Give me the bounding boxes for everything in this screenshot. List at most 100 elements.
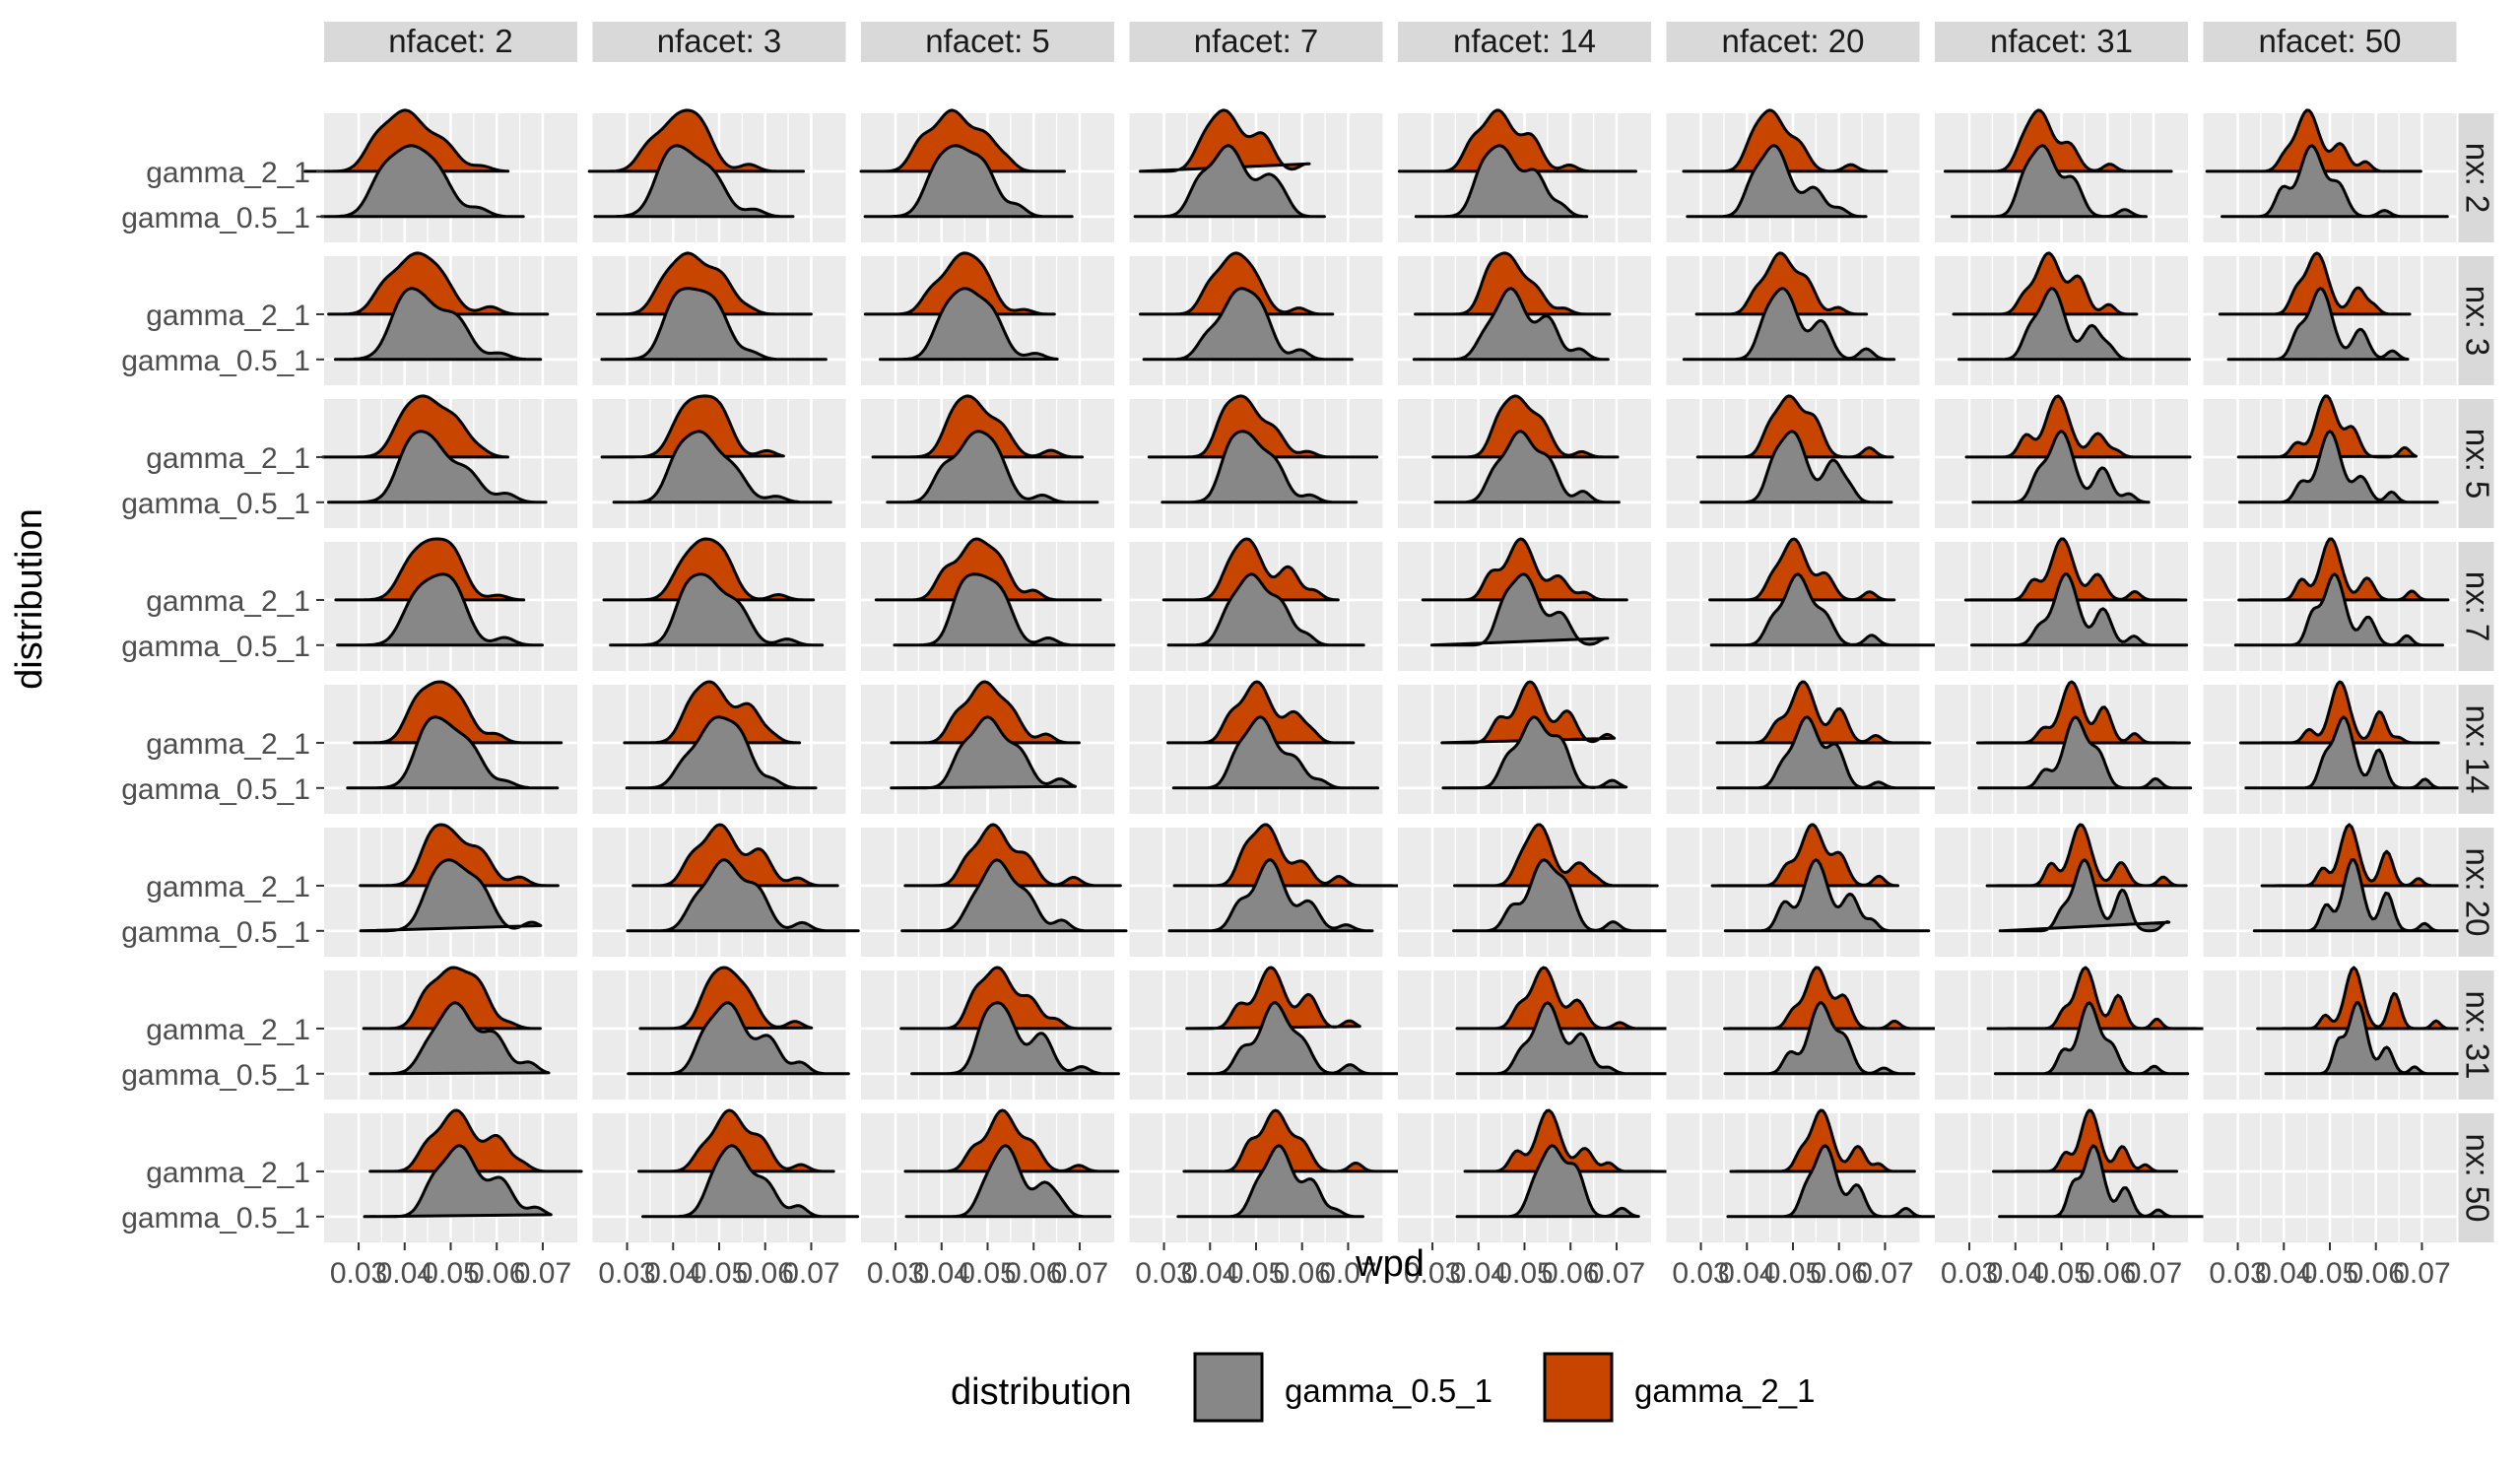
density-gamma-0.5-1 bbox=[1133, 144, 1326, 219]
density-gamma-2-1 bbox=[1963, 537, 2188, 602]
row-strip-label: nx: 3 bbox=[2460, 286, 2496, 357]
density-gamma-0.5-1 bbox=[1682, 287, 1896, 362]
x-tick-label: 0.05 bbox=[1495, 1257, 1553, 1290]
facet-panel bbox=[592, 251, 846, 385]
density-gamma-0.5-1 bbox=[368, 1001, 551, 1076]
x-tick-label: 0.07 bbox=[1051, 1257, 1108, 1290]
legend-label-gamma-2-1: gamma_2_1 bbox=[1634, 1372, 1815, 1409]
density-gamma-0.5-1 bbox=[886, 430, 1099, 504]
density-gamma-2-1 bbox=[1463, 1108, 1684, 1173]
x-tick-label: 0.06 bbox=[737, 1257, 794, 1290]
x-tick-label: 0.05 bbox=[422, 1257, 479, 1290]
facet-panel bbox=[592, 1108, 860, 1242]
row-strip-label: nx: 7 bbox=[2460, 571, 2496, 642]
legend-key-gamma-0.5-1 bbox=[1193, 1352, 1264, 1423]
density-gamma-0.5-1 bbox=[893, 572, 1116, 647]
density-gamma-2-1 bbox=[2205, 108, 2422, 173]
density-gamma-0.5-1 bbox=[1699, 430, 1893, 504]
facet-panel bbox=[1398, 823, 1670, 957]
density-gamma-0.5-1 bbox=[1970, 572, 2189, 647]
legend-key-gamma-2-1 bbox=[1543, 1352, 1614, 1423]
column-strip bbox=[1398, 22, 1651, 62]
x-tick-label: 0.04 bbox=[1181, 1257, 1238, 1290]
density-gamma-2-1 bbox=[1682, 108, 1889, 173]
facet-panel bbox=[1935, 394, 2192, 528]
density-gamma-2-1 bbox=[334, 537, 526, 602]
density-gamma-0.5-1 bbox=[1441, 715, 1628, 790]
density-gamma-0.5-1 bbox=[2237, 430, 2439, 504]
density-gamma-0.5-1 bbox=[612, 430, 832, 504]
density-gamma-2-1 bbox=[600, 394, 785, 459]
row-strip-label: nx: 31 bbox=[2460, 991, 2496, 1080]
density-gamma-0.5-1 bbox=[1433, 430, 1621, 504]
facet-panel bbox=[324, 966, 577, 1100]
density-gamma-0.5-1 bbox=[2233, 572, 2444, 647]
column-strip-label: nfacet: 50 bbox=[2259, 23, 2402, 59]
facet-panel bbox=[1129, 108, 1383, 242]
row-strip-label: nx: 14 bbox=[2460, 705, 2496, 794]
x-tick-label: 0.07 bbox=[2125, 1257, 2182, 1290]
density-gamma-2-1 bbox=[1397, 108, 1637, 173]
x-tick-label: 0.03 bbox=[1941, 1257, 1998, 1290]
density-gamma-2-1 bbox=[1952, 251, 2139, 316]
facet-panel bbox=[592, 394, 846, 528]
column-strip bbox=[324, 22, 577, 62]
legend: distribution gamma_0.5_1 gamma_2_1 bbox=[951, 1352, 1815, 1423]
x-tick-label: 0.04 bbox=[1718, 1257, 1775, 1290]
y-tick-label: gamma_2_1 bbox=[146, 157, 310, 189]
facet-panel bbox=[592, 966, 850, 1100]
density-gamma-2-1 bbox=[327, 251, 550, 316]
density-gamma-0.5-1 bbox=[1723, 1001, 1916, 1076]
density-gamma-2-1 bbox=[362, 966, 542, 1031]
density-gamma-0.5-1 bbox=[1455, 1144, 1640, 1219]
density-gamma-0.5-1 bbox=[1716, 715, 1938, 790]
legend-label-gamma-0.5-1: gamma_0.5_1 bbox=[1285, 1372, 1492, 1409]
density-gamma-0.5-1 bbox=[1709, 572, 1937, 647]
row-strip bbox=[2458, 685, 2494, 814]
density-gamma-0.5-1 bbox=[327, 430, 548, 504]
facet-panel bbox=[1129, 394, 1383, 528]
facet-panel bbox=[2203, 680, 2479, 814]
facet-panel bbox=[861, 966, 1120, 1100]
density-gamma-0.5-1 bbox=[1971, 430, 2151, 504]
facet-panel bbox=[1666, 394, 1920, 528]
row-strip bbox=[2458, 399, 2494, 528]
x-tick-label: 0.04 bbox=[1987, 1257, 2044, 1290]
y-tick-label: gamma_0.5_1 bbox=[121, 916, 310, 949]
y-tick-label: gamma_0.5_1 bbox=[121, 202, 310, 234]
density-gamma-0.5-1 bbox=[1686, 144, 1868, 219]
density-gamma-2-1 bbox=[1964, 394, 2192, 459]
facet-panel bbox=[2203, 537, 2457, 671]
facet-panel bbox=[2203, 108, 2457, 242]
column-strip bbox=[1129, 22, 1383, 62]
density-gamma-2-1 bbox=[638, 966, 814, 1031]
density-gamma-0.5-1 bbox=[2264, 1001, 2462, 1076]
facet-panel bbox=[1935, 1108, 2229, 1242]
facet-panel bbox=[1666, 823, 1931, 957]
density-gamma-2-1 bbox=[359, 823, 560, 888]
x-tick-label: 0.05 bbox=[1227, 1257, 1285, 1290]
y-axis-tick-labels: gamma_2_1 gamma_0.5_1 gamma_2_1 gamma_0.5_1… bbox=[121, 157, 324, 1235]
x-tick-label: 0.04 bbox=[913, 1257, 970, 1290]
x-tick-label: 0.03 bbox=[867, 1257, 924, 1290]
x-tick-label: 0.06 bbox=[1005, 1257, 1062, 1290]
density-gamma-2-1 bbox=[602, 537, 816, 602]
density-gamma-2-1 bbox=[2256, 966, 2471, 1031]
column-strip-label: nfacet: 7 bbox=[1194, 23, 1319, 59]
y-tick-label: gamma_0.5_1 bbox=[121, 488, 310, 520]
density-gamma-0.5-1 bbox=[363, 1144, 553, 1219]
density-gamma-2-1 bbox=[2218, 251, 2412, 316]
facet-panel bbox=[1129, 1108, 1403, 1242]
facet-panel bbox=[2203, 1113, 2457, 1242]
y-tick-label: gamma_0.5_1 bbox=[121, 631, 310, 663]
column-strip-label: nfacet: 3 bbox=[657, 23, 782, 59]
facet-panel bbox=[1935, 108, 2188, 242]
density-gamma-0.5-1 bbox=[641, 1144, 860, 1219]
y-tick-label: gamma_2_1 bbox=[146, 728, 310, 761]
x-tick-label: 0.06 bbox=[1811, 1257, 1868, 1290]
row-strip bbox=[2458, 828, 2494, 957]
y-axis-title: distribution bbox=[9, 508, 50, 690]
facet-panel bbox=[592, 680, 846, 814]
y-tick-label: gamma_2_1 bbox=[146, 871, 310, 903]
column-strip-label: nfacet: 20 bbox=[1722, 23, 1865, 59]
